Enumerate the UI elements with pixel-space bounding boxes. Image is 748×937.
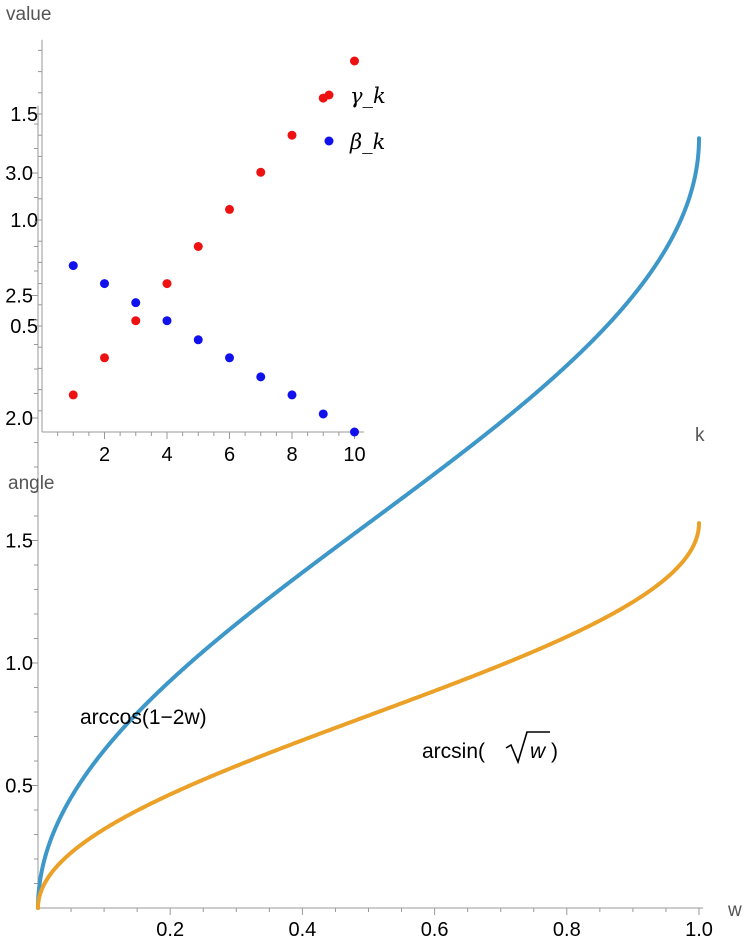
x-axis-title-2: w xyxy=(727,900,742,921)
x-tick-label: 4 xyxy=(161,444,172,466)
legend-label-gamma: γ_k xyxy=(350,84,386,108)
annotation-arcsin-prefix: arcsin( xyxy=(422,740,485,763)
y-tick-label-2: 1.5 xyxy=(5,531,33,553)
gamma-point xyxy=(287,130,297,140)
x-tick-label: 10 xyxy=(343,444,365,466)
legend-label-beta: β_k xyxy=(349,130,385,154)
chart1-legend: γ_k β_k xyxy=(324,84,386,154)
gamma-point xyxy=(193,242,203,251)
y-tick-label: 1.0 xyxy=(10,210,38,232)
beta-point xyxy=(193,335,203,345)
legend-marker-beta xyxy=(324,136,334,146)
y-tick-label: 1.5 xyxy=(10,104,38,126)
x-axis-title: k xyxy=(695,425,705,446)
annotation-arcsin-suffix: ) xyxy=(551,740,558,763)
beta-point xyxy=(131,298,141,308)
beta-point xyxy=(318,409,328,419)
gamma-point xyxy=(131,316,141,326)
beta-point xyxy=(100,279,109,289)
annotation-arcsin: arcsin( w ) xyxy=(422,731,558,765)
y-tick-label-2: 3.0 xyxy=(5,163,33,185)
gamma-point xyxy=(256,167,266,177)
chart1-axes: 2 4 6 8 10 0.5 1.0 1.5 xyxy=(10,39,366,466)
beta-point xyxy=(350,427,359,437)
gamma-point xyxy=(68,390,78,400)
chart2-lines xyxy=(36,136,701,910)
annotation-arccos: arccos(1−2w) xyxy=(80,706,207,729)
y-tick-label-2: 2.5 xyxy=(5,286,33,308)
x-tick-label: 6 xyxy=(224,444,235,466)
arccos-line xyxy=(36,136,701,910)
chart1-marks xyxy=(68,56,359,437)
x-tick-label: 2 xyxy=(99,444,110,466)
y-axis-title-2: angle xyxy=(8,473,55,494)
scatter-chart: 2 4 6 8 10 0.5 1.0 1.5 γ_k β_k value k xyxy=(6,4,705,466)
annotation-arcsin-radicand: w xyxy=(530,740,547,763)
beta-point xyxy=(162,316,172,326)
beta-point xyxy=(68,261,78,271)
y-tick-label: 0.5 xyxy=(10,316,38,338)
beta-point xyxy=(256,372,266,382)
x-tick-label: 8 xyxy=(286,444,297,466)
y-tick-label-2: 1.0 xyxy=(5,653,33,675)
x-tick-label-2: 1.0 xyxy=(685,919,713,937)
gamma-point xyxy=(350,56,359,66)
beta-point xyxy=(225,353,234,363)
y-tick-label-2: 0.5 xyxy=(5,776,33,798)
y-tick-label-2: 2.0 xyxy=(5,408,33,430)
gamma-point xyxy=(162,279,172,289)
sqrt-symbol xyxy=(505,731,550,765)
y-axis-title: value xyxy=(6,4,51,25)
gamma-point xyxy=(225,204,234,214)
gamma-point xyxy=(100,353,109,363)
x-tick-label-2: 0.4 xyxy=(288,919,316,937)
x-tick-label-2: 0.2 xyxy=(156,919,184,937)
chart2-axes: 0.2 0.4 0.6 0.8 1.0 0.5 1.0 1.5 2.0 2.5 3.0 xyxy=(5,105,713,937)
x-tick-label-2: 0.8 xyxy=(553,919,581,937)
legend-marker-gamma xyxy=(324,90,334,100)
beta-point xyxy=(287,390,297,400)
arcsin-line xyxy=(36,521,701,910)
x-tick-label-2: 0.6 xyxy=(421,919,449,937)
